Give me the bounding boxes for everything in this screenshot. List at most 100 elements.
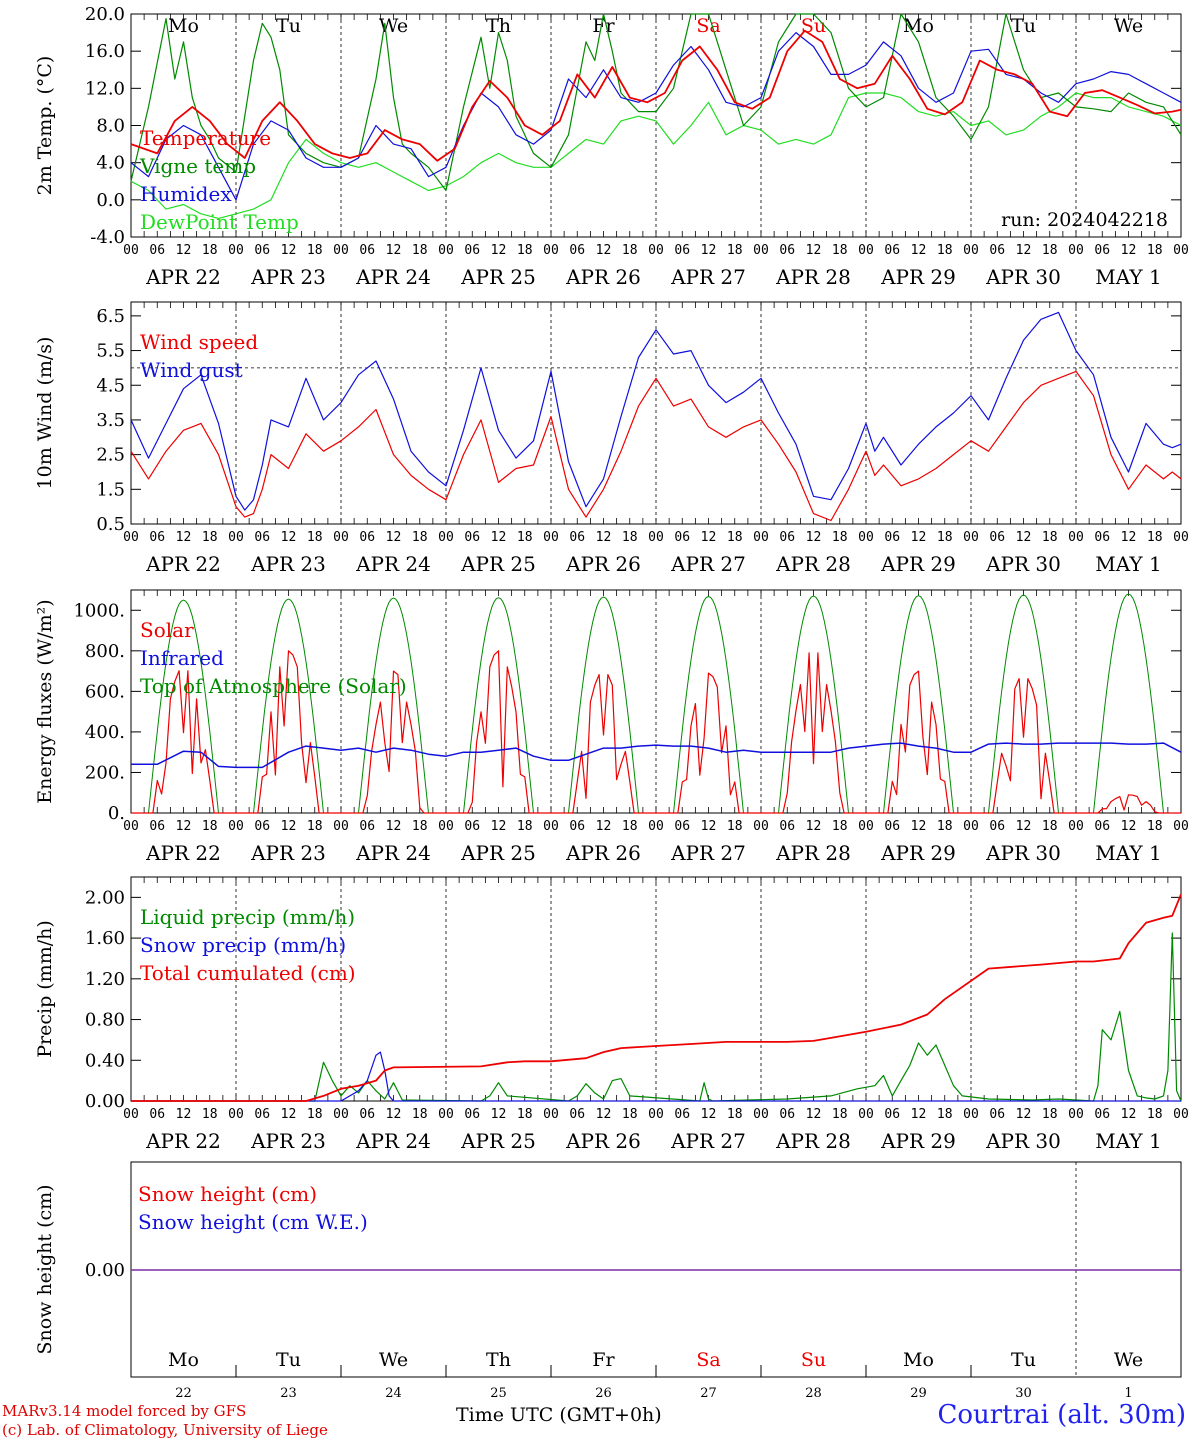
hour-label: 18 [937,819,953,834]
solar-curve [656,672,761,814]
hour-label: 06 [569,530,585,545]
hour-label: 00 [333,530,349,545]
y-tick-label: 1.5 [96,479,125,500]
y-tick-label: 12.0 [85,78,125,99]
day-name: Th [486,15,511,37]
hour-label: 06 [779,819,795,834]
hour-label: 06 [254,243,270,258]
hour-label: 06 [779,530,795,545]
hour-label: 06 [779,243,795,258]
hour-label: 12 [806,1107,822,1122]
date-label: MAY 1 [1095,265,1161,289]
hour-label: 00 [438,1107,454,1122]
hour-label: 18 [517,819,533,834]
y-tick-label: 4.0 [96,153,125,174]
legend-entry: Wind speed [140,330,258,354]
legend-entry: Temperature [140,126,271,150]
toa-arch [656,596,761,814]
hour-label: 12 [596,1107,612,1122]
hour-label: 00 [963,530,979,545]
hour-label: 12 [911,819,927,834]
hour-label: 00 [963,243,979,258]
hour-label: 06 [359,530,375,545]
hour-label: 18 [727,530,743,545]
hour-label: 00 [333,243,349,258]
hour-label: 00 [1173,819,1189,834]
hour-label: 06 [569,243,585,258]
day-name: Mo [168,1349,199,1371]
legend-entry: Snow precip (mm/h) [140,933,346,957]
y-tick-label: 0.5 [96,514,125,535]
day-number: 30 [1015,1386,1032,1401]
series-line-0 [130,29,1182,162]
date-label: APR 23 [250,841,326,865]
date-label: APR 22 [145,552,221,576]
hour-label: 00 [438,243,454,258]
day-name: Tu [276,15,301,37]
lab-credit: (c) Lab. of Climatology, University of L… [2,1421,328,1439]
hour-label: 00 [648,243,664,258]
y-tick-label: 0.00 [85,1091,125,1112]
hour-label: 12 [386,243,402,258]
y-tick-label: 2.00 [85,887,125,908]
legend-entry: Infrared [140,646,224,670]
date-label: MAY 1 [1095,552,1161,576]
hour-label: 06 [884,530,900,545]
hour-label: 00 [543,1107,559,1122]
hour-label: 18 [1147,819,1163,834]
day-name: We [1114,1349,1143,1371]
hour-label: 12 [1121,243,1137,258]
hour-label: 18 [412,243,428,258]
hour-label: 06 [989,819,1005,834]
date-label: APR 26 [565,1129,641,1153]
hour-label: 06 [1094,819,1110,834]
y-tick-label: 1.60 [85,928,125,949]
day-name: Mo [903,15,934,37]
date-label: APR 22 [145,841,221,865]
hour-label: 18 [202,530,218,545]
hour-label: 12 [176,243,192,258]
hour-label: 00 [543,819,559,834]
hour-label: 06 [464,243,480,258]
hour-label: 06 [464,1107,480,1122]
hour-label: 06 [989,1107,1005,1122]
day-name: Sa [696,15,720,37]
hour-label: 06 [674,1107,690,1122]
panel-frame [130,589,1182,814]
date-label: APR 28 [775,841,851,865]
hour-label: 18 [937,243,953,258]
hour-label: 12 [1016,1107,1032,1122]
hour-label: 00 [228,530,244,545]
hour-label: 12 [911,530,927,545]
hour-label: 00 [753,243,769,258]
solar-curve [551,673,656,814]
hour-label: 12 [911,1107,927,1122]
hour-label: 06 [884,243,900,258]
day-name: Fr [592,1349,615,1371]
date-label: APR 28 [775,265,851,289]
y-tick-label: 0.00 [85,1260,125,1281]
legend-entry: Total cumulated (cm) [140,961,356,985]
day-number: 1 [1124,1386,1132,1401]
day-number: 25 [490,1386,507,1401]
date-label: APR 29 [880,1129,956,1153]
hour-label: 12 [281,243,297,258]
date-label: APR 27 [670,265,746,289]
hour-label: 18 [937,530,953,545]
hour-label: 06 [359,1107,375,1122]
hour-label: 12 [491,243,507,258]
y-tick-label: 0.80 [85,1010,125,1031]
panel-frame [130,13,1182,238]
y-axis-label: 2m Temp. (°C) [34,56,56,196]
y-axis-label: 10m Wind (m/s) [34,337,56,490]
day-name: Tu [1011,1349,1036,1371]
hour-label: 12 [386,1107,402,1122]
hour-label: 12 [386,530,402,545]
y-tick-label: 1.20 [85,969,125,990]
hour-label: 18 [202,243,218,258]
hour-label: 18 [832,243,848,258]
hour-label: 18 [412,819,428,834]
date-label: APR 29 [880,841,956,865]
toa-arch [341,597,446,814]
hour-label: 12 [176,530,192,545]
